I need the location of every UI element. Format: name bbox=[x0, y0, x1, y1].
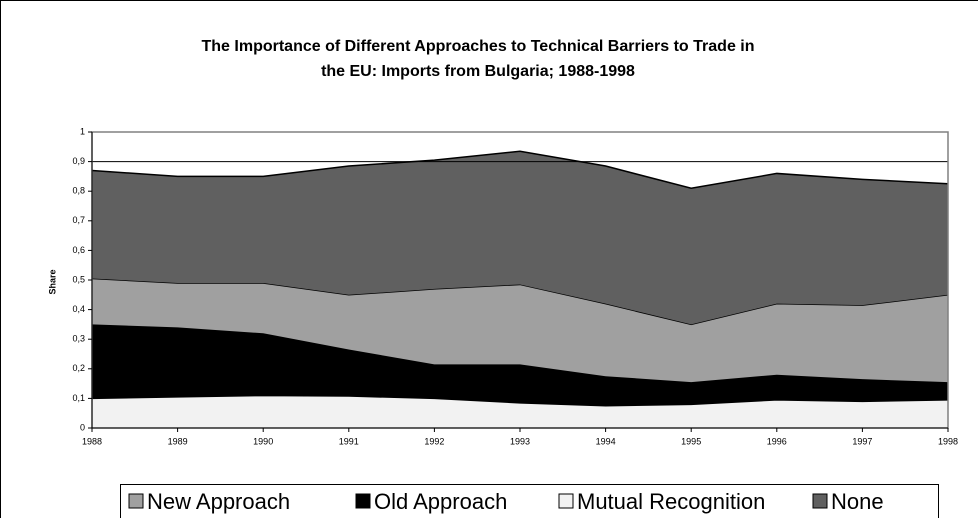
x-tick-label: 1994 bbox=[596, 436, 616, 446]
x-tick-label: 1995 bbox=[681, 436, 701, 446]
area bbox=[92, 278, 948, 383]
x-tick-label: 1998 bbox=[938, 436, 958, 446]
x-tick-label: 1993 bbox=[510, 436, 530, 446]
x-tick-label: 1988 bbox=[82, 436, 102, 446]
y-axis-label: Share bbox=[47, 269, 57, 294]
y-tick-label: 0,3 bbox=[72, 334, 85, 344]
legend-swatch bbox=[558, 493, 574, 509]
legend-label: Mutual Recognition bbox=[577, 489, 765, 514]
x-tick-label: 1991 bbox=[339, 436, 359, 446]
x-tick-label: 1989 bbox=[168, 436, 188, 446]
y-tick-label: 0,8 bbox=[72, 186, 85, 196]
legend-swatch bbox=[128, 493, 144, 509]
legend-label: New Approach bbox=[147, 489, 290, 514]
area-edge bbox=[91, 150, 949, 190]
y-tick-label: 0,6 bbox=[72, 245, 85, 255]
y-tick-label: 0,9 bbox=[72, 156, 85, 166]
legend-swatch bbox=[355, 493, 371, 509]
legend-box bbox=[120, 484, 939, 518]
chart-title: the EU: Imports from Bulgaria; 1988-1998 bbox=[321, 63, 635, 80]
x-tick-label: 1996 bbox=[767, 436, 787, 446]
y-tick-label: 0,4 bbox=[72, 304, 85, 314]
chart-title: The Importance of Different Approaches t… bbox=[202, 38, 755, 55]
area bbox=[92, 395, 948, 428]
area bbox=[92, 151, 948, 325]
y-tick-label: 0,2 bbox=[72, 363, 85, 373]
x-tick-label: 1990 bbox=[253, 436, 273, 446]
x-tick-label: 1992 bbox=[424, 436, 444, 446]
y-tick-label: 0 bbox=[80, 422, 85, 432]
y-tick-label: 0,5 bbox=[72, 274, 85, 284]
legend-label: Old Approach bbox=[374, 489, 507, 514]
y-tick-label: 0,1 bbox=[72, 393, 85, 403]
legend-swatch bbox=[812, 493, 828, 509]
y-tick-label: 1 bbox=[80, 126, 85, 136]
legend-label: None bbox=[831, 489, 884, 514]
x-tick-label: 1997 bbox=[852, 436, 872, 446]
y-tick-label: 0,7 bbox=[72, 215, 85, 225]
